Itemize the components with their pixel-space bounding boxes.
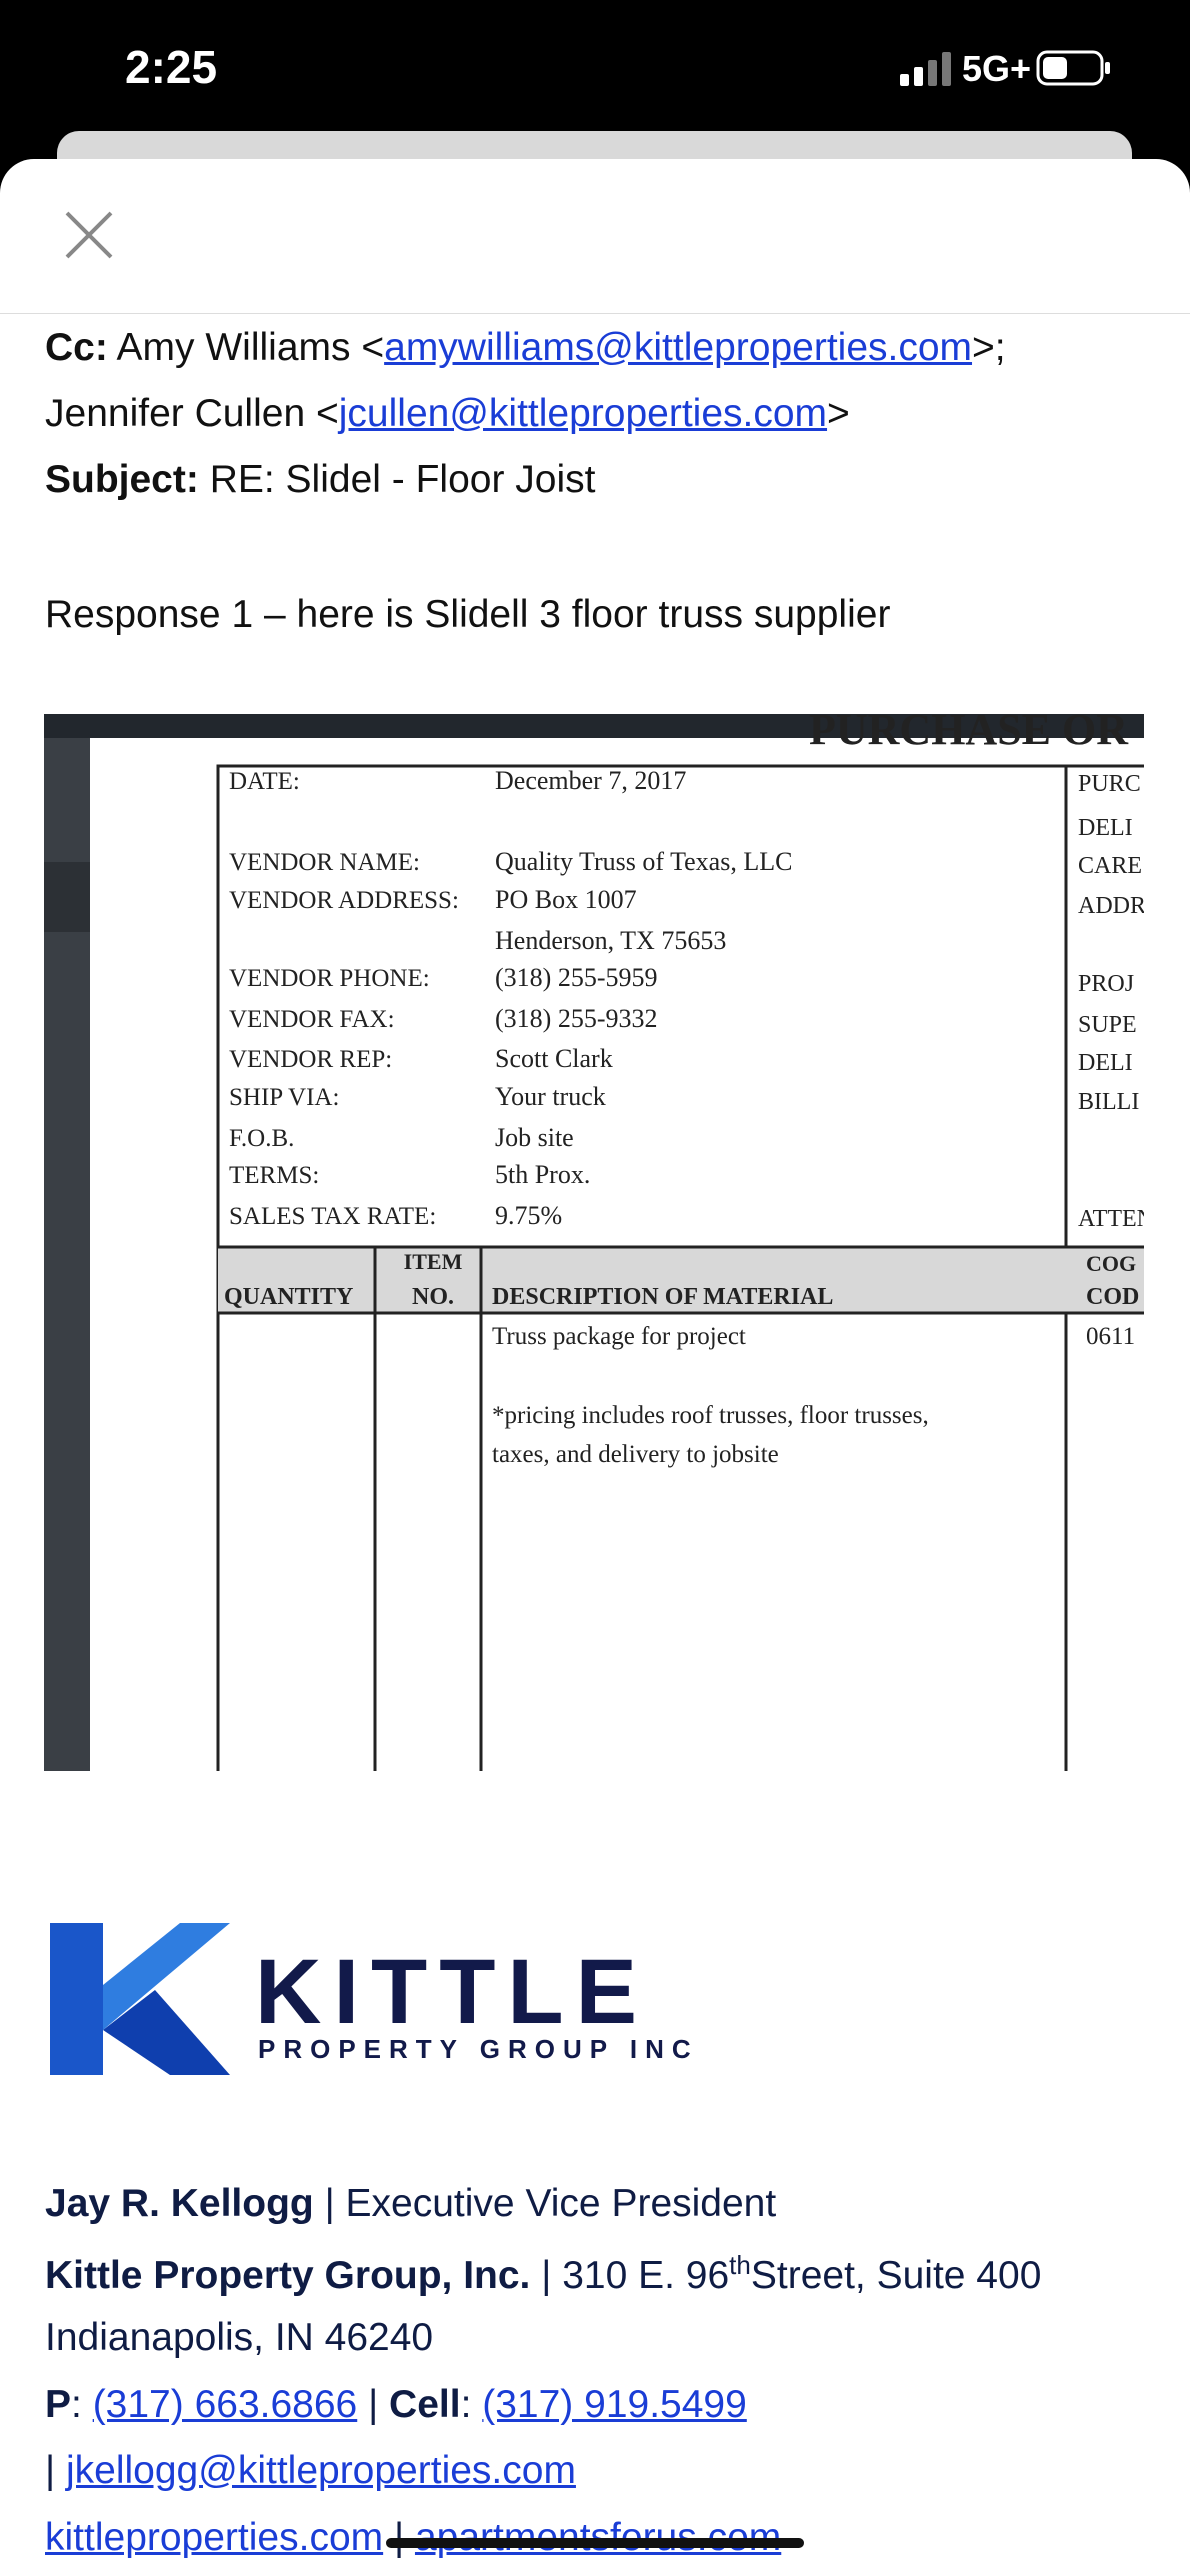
text: | [357, 2383, 390, 2426]
superscript: th [729, 2250, 751, 2280]
field-value: Job site [495, 1123, 574, 1152]
company: Kittle Property Group, Inc. [45, 2254, 531, 2297]
web-link[interactable]: apartmentsforus.com [415, 2516, 781, 2559]
field-label: VENDOR ADDRESS: [229, 887, 459, 914]
close-button[interactable] [65, 211, 113, 259]
text: | [45, 2449, 66, 2492]
text: >; [972, 326, 1006, 369]
address: | 310 E. 96 [530, 2254, 730, 2297]
column-header: ITEM [404, 1249, 463, 1274]
logo-name: KITTLE [255, 1941, 649, 2043]
cut-label: ATTEN [1078, 1206, 1144, 1232]
phone-link[interactable]: (317) 663.6866 [92, 2383, 358, 2426]
battery-icon [1036, 50, 1110, 86]
text: Jennifer Cullen < [45, 392, 339, 435]
email-link[interactable]: jkellogg@kittleproperties.com [65, 2449, 576, 2492]
cc-line: Cc: Amy Williams <amywilliams@kittleprop… [45, 326, 1006, 370]
signature-line: Kittle Property Group, Inc. | 310 E. 96t… [45, 2250, 1041, 2298]
label: P [45, 2383, 72, 2426]
cc-line: Jennifer Cullen <jcullen@kittlepropertie… [45, 392, 850, 436]
field-value: Henderson, TX 75653 [495, 926, 726, 955]
column-header: NO. [412, 1284, 454, 1310]
doc-heading: PURCHASE OR [809, 714, 1129, 754]
phone-link[interactable]: (317) 919.5499 [482, 2383, 747, 2426]
signature-line: kittleproperties.com | apartmentsforus.c… [45, 2516, 781, 2560]
signature-line: Jay R. Kellogg | Executive Vice Presiden… [45, 2182, 776, 2226]
body-text: Response 1 – here is Slidell 3 floor tru… [45, 593, 891, 636]
field-value: (318) 255-5959 [495, 963, 657, 992]
description-line: taxes, and delivery to jobsite [492, 1441, 779, 1468]
text: > [827, 392, 850, 435]
company-logo: KITTLE PROPERTY GROUP INC [50, 1923, 699, 2075]
subject: RE: Slidel - Floor Joist [198, 458, 596, 501]
column-header: DESCRIPTION OF MATERIAL [492, 1284, 833, 1310]
cut-label: DELI [1078, 1050, 1133, 1076]
text: : [71, 2383, 93, 2426]
label: Cc: [45, 326, 108, 369]
field-value: Your truck [495, 1082, 606, 1111]
email-link[interactable]: amywilliams@kittleproperties.com [384, 326, 973, 369]
description-line: Truss package for project [492, 1323, 746, 1350]
field-label: SALES TAX RATE: [229, 1203, 436, 1230]
name: Jay R. Kellogg [45, 2182, 314, 2225]
description-line: *pricing includes roof trusses, floor tr… [492, 1402, 929, 1429]
field-value: 5th Prox. [495, 1160, 590, 1189]
clock: 2:25 [125, 41, 218, 93]
field-label: TERMS: [229, 1162, 319, 1189]
title: | Executive Vice President [313, 2182, 777, 2225]
home-indicator [386, 2538, 804, 2548]
label: Subject: [45, 458, 199, 501]
field-label: VENDOR PHONE: [229, 965, 430, 992]
web-link[interactable]: kittleproperties.com [45, 2516, 384, 2559]
logo-tagline: PROPERTY GROUP INC [258, 2034, 699, 2064]
column-header: COG [1086, 1251, 1136, 1276]
field-value: Quality Truss of Texas, LLC [495, 847, 792, 876]
cut-label: ADDR [1078, 893, 1144, 919]
signal-icon [900, 52, 951, 86]
field-value: Scott Clark [495, 1044, 613, 1073]
cut-label: PROJ [1078, 971, 1134, 997]
field-label: VENDOR FAX: [229, 1006, 395, 1033]
field-label: SHIP VIA: [229, 1084, 339, 1111]
field-label: VENDOR REP: [229, 1046, 392, 1073]
code: 0611 [1086, 1323, 1135, 1350]
signature-line: P: (317) 663.6866 | Cell: (317) 919.5499 [45, 2383, 747, 2427]
network: 5G+ [962, 48, 1032, 89]
cut-label: CARE [1078, 853, 1142, 879]
divider [0, 313, 1190, 314]
field-value: 9.75% [495, 1201, 562, 1230]
signature-line: | jkellogg@kittleproperties.com [45, 2449, 576, 2493]
column-header: COD [1086, 1284, 1139, 1310]
address: Street, Suite 400 [750, 2254, 1042, 2297]
subject-line: Subject: RE: Slidel - Floor Joist [45, 458, 595, 502]
text: Amy Williams < [107, 326, 385, 369]
field-label: DATE: [229, 768, 300, 795]
cut-label: SUPE [1078, 1012, 1137, 1038]
attached-image: PURCHASE OR DATE: December 7, 2017 VENDOR N… [44, 714, 1144, 1771]
text: : [460, 2383, 483, 2426]
field-value: PO Box 1007 [495, 885, 637, 914]
field-value: December 7, 2017 [495, 766, 686, 795]
cut-label: BILLI [1078, 1089, 1139, 1115]
signature-line: Indianapolis, IN 46240 [45, 2316, 434, 2359]
cut-label: DELI [1078, 815, 1133, 841]
field-label: F.O.B. [229, 1125, 294, 1152]
cut-label: PURC [1078, 771, 1141, 797]
field-value: (318) 255-9332 [495, 1004, 657, 1033]
column-header: QUANTITY [224, 1284, 353, 1310]
field-label: VENDOR NAME: [229, 849, 420, 876]
label: Cell [389, 2383, 461, 2426]
email-link[interactable]: jcullen@kittleproperties.com [338, 392, 828, 435]
text: | [383, 2516, 415, 2559]
